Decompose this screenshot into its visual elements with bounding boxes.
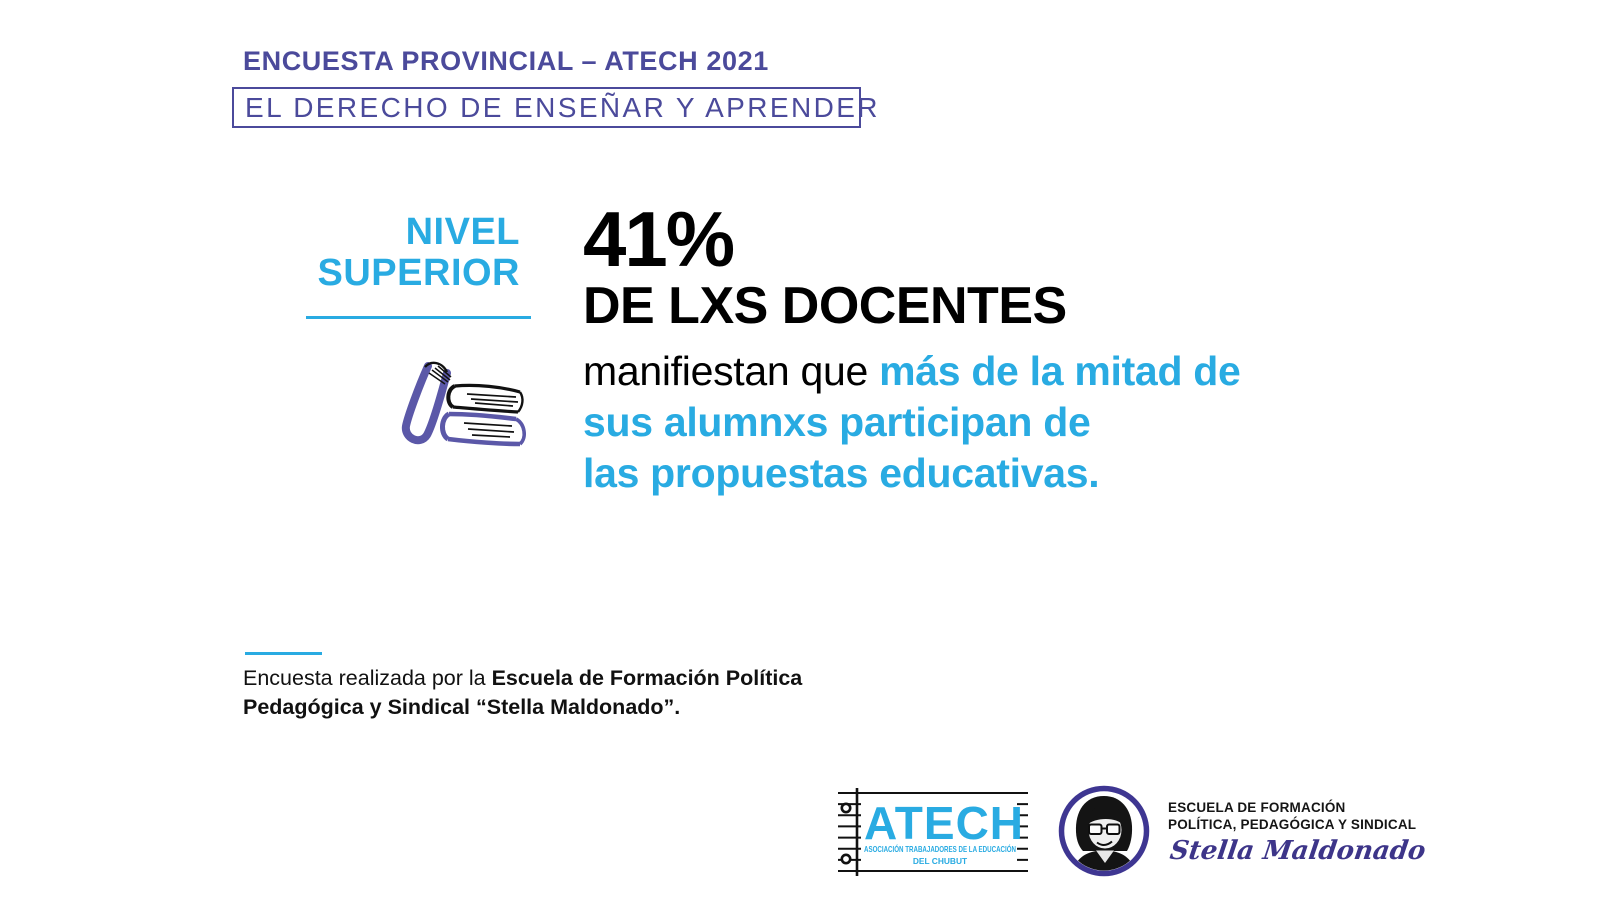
stat-block: 41% DE LXS DOCENTES manifiestan que más … <box>583 195 1363 499</box>
footnote-bold-1: Escuela de Formación Política <box>491 666 803 690</box>
stat-highlight-1: más de la mitad de <box>879 348 1241 394</box>
escuela-script-name: Stella Maldonado <box>1168 836 1428 866</box>
atech-subtitle-1: ASOCIACIÓN TRABAJADORES DE LA EDUCACIÓN <box>864 843 1016 854</box>
stat-value: 41% <box>583 195 735 283</box>
escuela-line-2: POLÍTICA, PEDAGÓGICA Y SINDICAL <box>1168 817 1417 832</box>
books-icon <box>401 361 526 447</box>
ring-hole-top <box>840 802 852 814</box>
stat-paragraph: manifiestan que más de la mitad de sus a… <box>583 346 1363 499</box>
level-line-1: NIVEL <box>405 211 520 253</box>
stat-lead: manifiestan que <box>583 348 880 394</box>
level-label: NIVEL SUPERIOR <box>240 212 520 294</box>
escuela-line-1: ESCUELA DE FORMACIÓN <box>1168 800 1346 815</box>
stat-subject: DE LXS DOCENTES <box>583 277 1067 335</box>
stella-portrait-badge <box>1058 785 1150 877</box>
survey-kicker: ENCUESTA PROVINCIAL – ATECH 2021 <box>243 46 769 76</box>
standing-book <box>401 361 452 445</box>
title-text: EL DERECHO DE ENSEÑAR Y APRENDER <box>245 91 880 123</box>
stat-highlight-3: las propuestas educativas. <box>583 450 1100 496</box>
title-box: EL DERECHO DE ENSEÑAR Y APRENDER <box>232 87 877 128</box>
atech-logo: ATECH ASOCIACIÓN TRABAJADORES DE LA EDUC… <box>838 788 1028 876</box>
bottom-book <box>440 411 526 447</box>
logo-text-backing <box>861 796 1017 866</box>
escuela-logo-text: ESCUELA DE FORMACIÓN POLÍTICA, PEDAGÓGIC… <box>1168 799 1427 866</box>
footnote: Encuesta realizada por la Escuela de For… <box>243 664 802 722</box>
footnote-regular: Encuesta realizada por la <box>243 666 492 690</box>
ring-hole-bottom <box>840 853 852 865</box>
footnote-bold-2: Pedagógica y Sindical “Stella Maldonado”… <box>243 695 681 719</box>
stat-highlight-2: sus alumnxs participan de <box>583 399 1091 445</box>
level-line-2: SUPERIOR <box>317 252 520 294</box>
atech-subtitle-2: DEL CHUBUT <box>913 856 968 866</box>
footnote-rule <box>245 652 322 655</box>
top-book <box>446 383 524 414</box>
atech-wordmark: ATECH <box>864 797 1024 849</box>
level-underline <box>306 316 531 319</box>
portrait-illustration <box>1069 796 1139 871</box>
